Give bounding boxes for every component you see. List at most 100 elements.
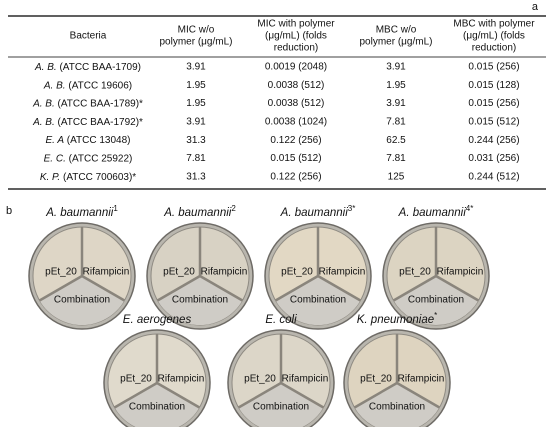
- sector-label: Rifampicin: [158, 374, 205, 385]
- table-cell: 0.015 (512): [468, 117, 519, 128]
- species: A. B.: [34, 62, 57, 73]
- dish-title: A. baumannii1: [45, 204, 118, 219]
- species: A. B.: [32, 117, 55, 128]
- table-cell: 0.0038 (512): [268, 98, 325, 109]
- table-cell: 7.81: [386, 153, 406, 164]
- sector-label: pEt_20: [45, 267, 77, 278]
- sector-label: Combination: [369, 402, 425, 413]
- table-cell: 0.015 (256): [468, 98, 519, 109]
- panel-label: b: [6, 205, 12, 217]
- organism: E. aerogenes: [123, 314, 192, 326]
- panel-label: a: [532, 1, 539, 13]
- organism: E. coli: [265, 314, 297, 326]
- row-name: E. C. (ATCC 25922): [44, 153, 133, 164]
- sector-divider: [435, 274, 480, 302]
- row-name: K. P. (ATCC 700603)*: [40, 171, 136, 182]
- row-name: A. B. (ATCC BAA-1792)*: [32, 117, 143, 128]
- strain: (ATCC BAA-1709): [59, 62, 141, 73]
- table-cell: 0.031 (256): [468, 153, 519, 164]
- row-name: A. B. (ATCC BAA-1789)*: [32, 98, 143, 109]
- sector-divider: [317, 274, 362, 302]
- row-name: A. B. (ATCC BAA-1709): [34, 62, 141, 73]
- superscript: *: [434, 311, 437, 320]
- sector-divider: [156, 274, 201, 302]
- sector-label: Rifampicin: [437, 267, 484, 278]
- sector-label: Combination: [290, 295, 346, 306]
- strain: (ATCC BAA-1792)*: [58, 117, 144, 128]
- table-cell: 0.0038 (512): [268, 80, 325, 91]
- table-cell: 125: [388, 171, 405, 182]
- species: A. B.: [32, 98, 55, 109]
- column-header: MIC with polymer: [257, 19, 335, 30]
- species: E. C.: [44, 153, 66, 164]
- dish-title: E. aerogenes: [123, 314, 192, 326]
- sector-divider: [353, 381, 398, 409]
- sector-label: pEt_20: [399, 267, 431, 278]
- sector-divider: [237, 381, 282, 409]
- table-cell: 0.015 (256): [468, 62, 519, 73]
- table-cell: 31.3: [186, 135, 206, 146]
- table-cell: 0.122 (256): [270, 135, 321, 146]
- table-cell: 3.91: [386, 98, 406, 109]
- dish-title: E. coli: [265, 314, 297, 326]
- sector-divider: [392, 274, 437, 302]
- table-cell: 3.91: [186, 117, 206, 128]
- sector-label: Combination: [172, 295, 228, 306]
- organism: A. baumannii: [45, 207, 114, 219]
- dish-title: K. pneumoniae*: [357, 311, 438, 326]
- column-header: MBC with polymer: [453, 19, 535, 30]
- table-cell: 3.91: [186, 62, 206, 73]
- sector-label: Rifampicin: [282, 374, 329, 385]
- table-cell: 1.95: [386, 80, 406, 91]
- table-cell: 0.0038 (1024): [265, 117, 327, 128]
- column-header: polymer (μg/mL): [160, 37, 233, 48]
- species: K. P.: [40, 171, 60, 182]
- superscript: 3*: [348, 204, 356, 213]
- organism: A. baumannii: [398, 207, 467, 219]
- dish-title: A. baumannii3*: [280, 204, 356, 219]
- sector-divider: [396, 381, 441, 409]
- organism: A. baumannii: [280, 207, 349, 219]
- organism: K. pneumoniae: [357, 314, 434, 326]
- row-name: A. B. (ATCC 19606): [43, 80, 132, 91]
- table-cell: 7.81: [186, 153, 206, 164]
- column-header: polymer (μg/mL): [360, 37, 433, 48]
- table-cell: 0.0019 (2048): [265, 62, 327, 73]
- species: A. B.: [43, 80, 66, 91]
- sector-label: Combination: [54, 295, 110, 306]
- sector-divider: [280, 381, 325, 409]
- combination-sector: [238, 383, 324, 427]
- table-cell: 0.122 (256): [270, 171, 321, 182]
- table-cell: 0.015 (128): [468, 80, 519, 91]
- table-cell: 0.244 (256): [468, 135, 519, 146]
- sector-divider: [156, 381, 201, 409]
- sector-label: pEt_20: [281, 267, 313, 278]
- sector-label: Combination: [129, 402, 185, 413]
- superscript: 1: [113, 204, 118, 213]
- column-header: Bacteria: [70, 31, 107, 42]
- sector-label: Rifampicin: [398, 374, 445, 385]
- table-cell: 1.95: [186, 80, 206, 91]
- table-cell: 62.5: [386, 135, 406, 146]
- combination-sector: [114, 383, 200, 427]
- column-header: (μg/mL) (folds: [265, 31, 327, 42]
- superscript: 2: [231, 204, 236, 213]
- organism: A. baumannii: [163, 207, 232, 219]
- sector-label: Combination: [253, 402, 309, 413]
- table-cell: 0.244 (512): [468, 171, 519, 182]
- table-cell: 0.015 (512): [270, 153, 321, 164]
- combination-sector: [354, 383, 440, 427]
- table-cell: 31.3: [186, 171, 206, 182]
- sector-label: pEt_20: [163, 267, 195, 278]
- column-header: reduction): [472, 43, 516, 54]
- column-header: reduction): [274, 43, 318, 54]
- sector-divider: [81, 274, 126, 302]
- sector-label: Rifampicin: [201, 267, 248, 278]
- strain: (ATCC 25922): [69, 153, 133, 164]
- sector-label: Rifampicin: [83, 267, 130, 278]
- sector-divider: [38, 274, 83, 302]
- sector-label: pEt_20: [244, 374, 276, 385]
- sector-label: Rifampicin: [319, 267, 366, 278]
- sector-label: pEt_20: [360, 374, 392, 385]
